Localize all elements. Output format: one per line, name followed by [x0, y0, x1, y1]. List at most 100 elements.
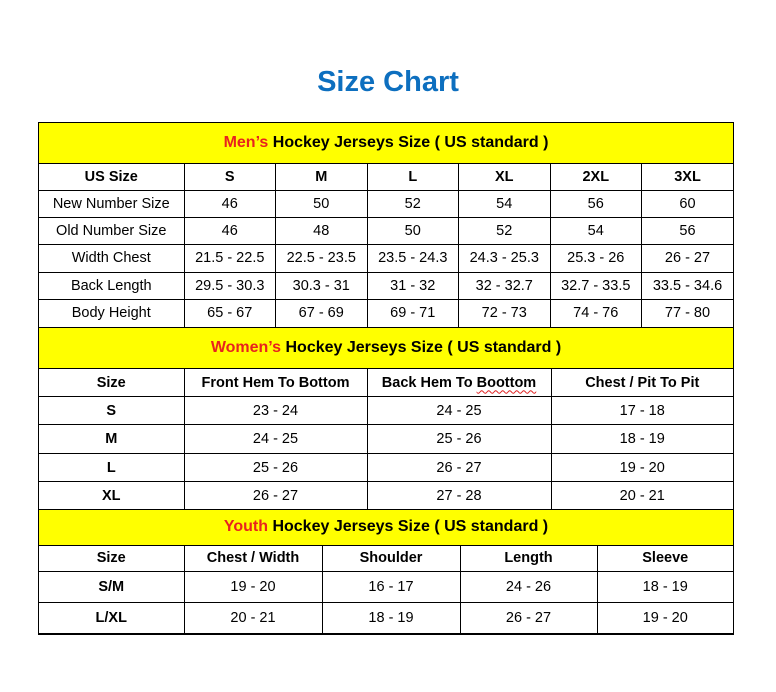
youth-header-cell: Sleeve — [596, 544, 733, 572]
men-header-cell: US Size — [39, 162, 185, 191]
men-value-cell: 30.3 - 31 — [275, 271, 368, 300]
men-value-cell: 54 — [458, 189, 551, 218]
men-value-cell: 69 - 71 — [366, 298, 459, 328]
men-row-label: Body Height — [39, 298, 185, 328]
women-value-cell: 26 - 27 — [183, 481, 368, 510]
men-table-row: Width Chest 21.5 - 22.5 22.5 - 23.5 23.5 - … — [39, 243, 733, 273]
women-row-label: M — [39, 424, 185, 454]
youth-row-label: L/XL — [39, 601, 185, 634]
men-value-cell: 22.5 - 23.5 — [275, 243, 368, 273]
header-text: M — [315, 168, 328, 185]
youth-value-cell: 26 - 27 — [459, 601, 598, 634]
women-heading-text: Hockey Jerseys Size ( US standard ) — [281, 338, 562, 356]
youth-header-cell: Size — [39, 544, 185, 572]
header-text: US Size — [84, 168, 138, 185]
men-accent: Men’s — [223, 133, 269, 151]
youth-header-cell: Chest / Width — [183, 544, 323, 572]
men-value-cell: 26 - 27 — [641, 243, 733, 273]
men-heading-text: Hockey Jerseys Size ( US standard ) — [268, 133, 549, 151]
men-row-label: Back Length — [39, 271, 185, 300]
men-row-label: Width Chest — [39, 243, 185, 273]
header-text: Sleeve — [642, 550, 689, 566]
header-text: Back Hem To — [381, 374, 477, 391]
women-header-cell: Chest / Pit To Pit — [550, 368, 733, 397]
men-value-cell: 24.3 - 25.3 — [458, 243, 551, 273]
men-value-cell: 72 - 73 — [458, 298, 551, 328]
women-table-row: M 24 - 25 25 - 26 18 - 19 — [39, 424, 733, 454]
men-header-cell: M — [275, 162, 368, 191]
header-text: Length — [504, 550, 553, 566]
men-value-cell: 65 - 67 — [183, 298, 276, 328]
men-value-cell: 21.5 - 22.5 — [183, 243, 276, 273]
youth-accent: Youth — [223, 518, 268, 536]
youth-section-heading: Youth Hockey Jerseys Size ( US standard … — [39, 510, 733, 546]
youth-value-cell: 18 - 19 — [596, 570, 733, 603]
men-value-cell: 48 — [275, 216, 368, 245]
men-row-label: Old Number Size — [39, 216, 185, 245]
men-header-cell: 3XL — [641, 162, 733, 191]
header-text: Size — [96, 550, 126, 566]
men-section-heading: Men’s Hockey Jerseys Size ( US standard … — [39, 123, 733, 164]
header-text: Size — [96, 374, 126, 391]
men-value-cell: 52 — [458, 216, 551, 245]
men-value-cell: 32 - 32.7 — [458, 271, 551, 300]
men-table-row: Body Height 65 - 67 67 - 69 69 - 71 72 - 73 7… — [39, 298, 733, 328]
men-table-row: New Number Size 46 50 52 54 56 60 — [39, 189, 733, 218]
youth-table: Youth Hockey Jerseys Size ( US standard … — [39, 510, 733, 634]
header-text: Front Hem To Bottom — [201, 374, 350, 391]
header-text: S — [224, 168, 235, 185]
women-accent: Women’s — [210, 338, 282, 356]
page-title: Size Chart — [317, 66, 459, 98]
men-header-cell: 2XL — [549, 162, 642, 191]
men-value-cell: 56 — [641, 216, 733, 245]
women-value-cell: 17 - 18 — [550, 396, 733, 425]
women-header-cell: Front Hem To Bottom — [183, 368, 368, 397]
women-value-cell: 26 - 27 — [366, 453, 552, 482]
women-value-cell: 27 - 28 — [366, 481, 552, 510]
men-header-cell: XL — [458, 162, 551, 191]
men-value-cell: 31 - 32 — [366, 271, 459, 300]
women-table-row: XL 26 - 27 27 - 28 20 - 21 — [39, 481, 733, 510]
youth-table-row: S/M 19 - 20 16 - 17 24 - 26 18 - 19 — [39, 570, 733, 603]
men-value-cell: 23.5 - 24.3 — [366, 243, 459, 273]
men-value-cell: 29.5 - 30.3 — [183, 271, 276, 300]
men-table: Men’s Hockey Jerseys Size ( US standard … — [39, 123, 733, 328]
men-value-cell: 33.5 - 34.6 — [641, 271, 733, 300]
men-value-cell: 46 — [183, 189, 276, 218]
youth-value-cell: 20 - 21 — [183, 601, 323, 634]
misspelled-word: Boottom — [476, 374, 537, 391]
women-section-heading: Women’s Hockey Jerseys Size ( US standar… — [39, 327, 733, 369]
women-header-cell: Back Hem To Boottom — [366, 368, 552, 397]
women-table-row: S 23 - 24 24 - 25 17 - 18 — [39, 396, 733, 425]
women-value-cell: 19 - 20 — [550, 453, 733, 482]
youth-row-label: S/M — [39, 570, 185, 603]
women-row-label: L — [39, 453, 185, 482]
men-value-cell: 54 — [549, 216, 642, 245]
women-table-row: L 25 - 26 26 - 27 19 - 20 — [39, 453, 733, 482]
men-value-cell: 60 — [641, 189, 733, 218]
men-value-cell: 46 — [183, 216, 276, 245]
header-text: Chest / Width — [206, 550, 300, 566]
women-row-label: XL — [39, 481, 185, 510]
header-text: 2XL — [582, 168, 610, 185]
men-value-cell: 50 — [275, 189, 368, 218]
men-header-cell: S — [183, 162, 276, 191]
men-table-row: Old Number Size 46 48 50 52 54 56 — [39, 216, 733, 245]
women-value-cell: 23 - 24 — [183, 396, 368, 425]
size-chart: Men’s Hockey Jerseys Size ( US standard … — [38, 122, 734, 635]
youth-value-cell: 19 - 20 — [183, 570, 323, 603]
youth-heading-text: Hockey Jerseys Size ( US standard ) — [268, 518, 549, 536]
youth-header-cell: Length — [459, 544, 598, 572]
women-value-cell: 18 - 19 — [550, 424, 733, 454]
men-value-cell: 50 — [366, 216, 459, 245]
men-value-cell: 52 — [366, 189, 459, 218]
header-text: Shoulder — [359, 550, 423, 566]
header-text: XL — [494, 168, 514, 185]
header-text: L — [408, 168, 418, 185]
men-value-cell: 67 - 69 — [275, 298, 368, 328]
youth-value-cell: 24 - 26 — [459, 570, 598, 603]
youth-value-cell: 19 - 20 — [596, 601, 733, 634]
women-header-cell: Size — [39, 368, 185, 397]
women-value-cell: 24 - 25 — [366, 396, 552, 425]
men-value-cell: 77 - 80 — [641, 298, 733, 328]
